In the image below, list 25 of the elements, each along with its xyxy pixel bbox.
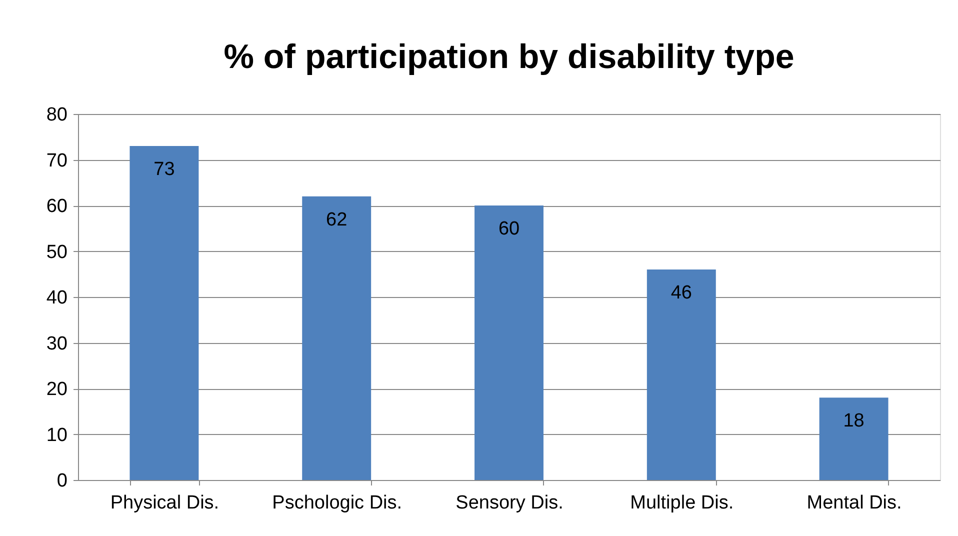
data-label: 60 <box>498 218 520 240</box>
data-label: 62 <box>326 209 348 230</box>
x-tick-label: Sensory Dis. <box>456 492 564 514</box>
y-tick-label: 10 <box>46 424 68 446</box>
chart-title: % of participation by disability type <box>224 38 794 76</box>
y-tick-label: 20 <box>46 379 68 400</box>
bar <box>302 196 372 480</box>
data-label: 18 <box>843 410 864 432</box>
x-tick-label: Physical Dis. <box>110 492 220 514</box>
y-tick-label: 40 <box>46 288 68 308</box>
y-tick-label: 70 <box>46 150 68 172</box>
y-tick-label: 80 <box>46 104 68 126</box>
y-tick-label: 60 <box>46 196 68 217</box>
data-label: 46 <box>670 282 692 304</box>
data-label: 73 <box>154 159 175 180</box>
bar <box>819 398 888 480</box>
y-tick-label: 50 <box>46 242 68 263</box>
x-tick-label: Pschologic Dis. <box>272 492 402 514</box>
x-tick-label: Multiple Dis. <box>630 492 734 514</box>
bar <box>130 146 199 480</box>
y-tick-label: 0 <box>56 470 68 492</box>
x-tick-label: Mental Dis. <box>806 492 902 514</box>
bar <box>646 270 716 480</box>
y-tick-label: 30 <box>46 333 68 354</box>
bar <box>474 206 544 480</box>
